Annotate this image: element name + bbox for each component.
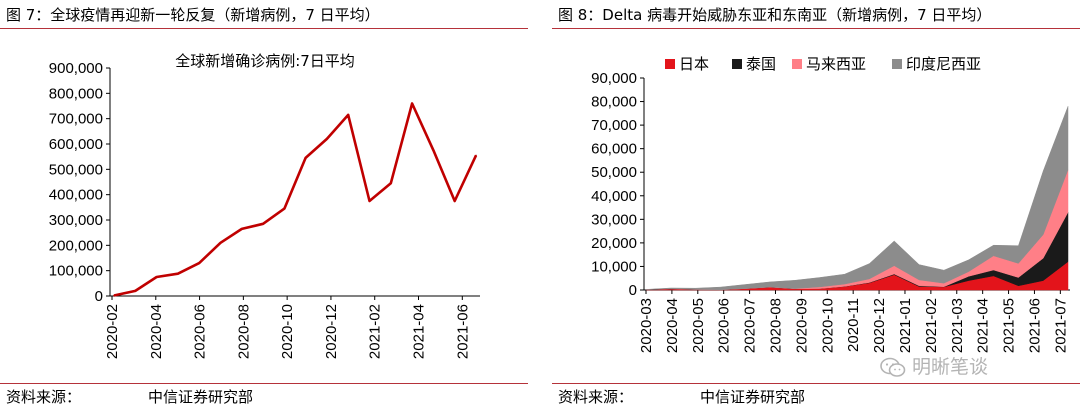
series-line-0 bbox=[113, 102, 478, 297]
x-tick-label: 2020-08 bbox=[767, 298, 784, 353]
y-tick-label: 80,000 bbox=[591, 94, 637, 111]
x-tick-label: 2020-12 bbox=[323, 304, 340, 359]
y-tick-label: 0 bbox=[95, 288, 103, 305]
x-tick-label: 2020-07 bbox=[742, 298, 759, 353]
x-tick-label: 2021-02 bbox=[923, 298, 940, 353]
y-tick-label: 700,000 bbox=[49, 111, 103, 128]
chart-title: 全球新增确诊病例:7日平均 bbox=[175, 52, 355, 70]
x-tick-label: 2020-10 bbox=[279, 304, 296, 359]
figure-7-panel: 图 7：全球疫情再迎新一轮反复（新增病例，7 日平均） 0 100,000 200,… bbox=[0, 0, 528, 412]
data-point bbox=[390, 182, 392, 185]
legend-label: 印度尼西亚 bbox=[906, 55, 981, 73]
legend-swatch bbox=[665, 59, 675, 69]
x-tick-label: 2020-04 bbox=[664, 298, 681, 353]
x-tick-label: 2021-05 bbox=[1001, 298, 1018, 353]
data-point bbox=[262, 223, 264, 225]
figure-title: 图 8：Delta 病毒开始威胁东亚和东南亚（新增病例，7 日平均） bbox=[558, 6, 992, 24]
wechat-icon bbox=[880, 357, 906, 377]
source-label: 资料来源： bbox=[6, 388, 82, 406]
data-point bbox=[113, 294, 115, 297]
title-divider bbox=[552, 28, 1080, 29]
y-tick-label: 100,000 bbox=[49, 263, 103, 280]
y-tick-label: 900,000 bbox=[49, 60, 103, 77]
data-point bbox=[219, 242, 222, 244]
x-tick-label: 2021-01 bbox=[897, 298, 914, 353]
y-tick-label: 400,000 bbox=[49, 187, 103, 204]
data-point bbox=[326, 138, 328, 140]
source-value: 中信证券研究部 bbox=[148, 388, 254, 406]
legend-swatch bbox=[732, 59, 742, 69]
title-divider bbox=[0, 28, 528, 29]
x-tick-label: 2020-06 bbox=[716, 298, 733, 353]
x-tick-label: 2021-04 bbox=[975, 298, 992, 353]
x-tick-label: 2020-06 bbox=[192, 304, 209, 359]
x-tick-label: 2020-05 bbox=[690, 298, 707, 353]
data-point bbox=[432, 149, 435, 152]
legend-swatch bbox=[792, 59, 802, 69]
x-tick-label: 2021-03 bbox=[949, 298, 966, 353]
data-point bbox=[241, 228, 243, 230]
x-tick-label: 2020-11 bbox=[845, 298, 862, 352]
data-point bbox=[368, 200, 371, 202]
y-tick-label: 600,000 bbox=[49, 136, 103, 153]
x-tick-label: 2020-02 bbox=[104, 304, 121, 359]
legend-label: 泰国 bbox=[746, 55, 776, 73]
y-tick-label: 0 bbox=[629, 282, 637, 299]
source-value: 中信证券研究部 bbox=[700, 388, 806, 406]
source-divider bbox=[0, 383, 528, 384]
data-point bbox=[198, 262, 200, 264]
data-point bbox=[304, 157, 307, 159]
y-tick-label: 500,000 bbox=[49, 161, 103, 178]
data-point bbox=[177, 272, 179, 275]
data-point bbox=[453, 200, 456, 202]
data-point bbox=[155, 276, 158, 278]
global-cases-line-chart: 0 100,000 200,000 300,000 400,000 500,000 600,… bbox=[49, 52, 480, 359]
data-point bbox=[347, 114, 350, 116]
legend-label: 日本 bbox=[679, 55, 709, 73]
data-point bbox=[411, 102, 413, 105]
x-tick-label: 2020-03 bbox=[638, 298, 655, 353]
y-tick-label: 70,000 bbox=[591, 117, 637, 134]
x-tick-label: 2020-08 bbox=[235, 304, 252, 359]
figure-title: 图 7：全球疫情再迎新一轮反复（新增病例，7 日平均） bbox=[6, 6, 380, 24]
x-tick-label: 2021-02 bbox=[367, 304, 384, 359]
source-divider bbox=[552, 383, 1080, 384]
data-point bbox=[134, 290, 137, 292]
y-tick-label: 300,000 bbox=[49, 212, 103, 229]
x-tick-label: 2021-06 bbox=[1026, 298, 1043, 353]
legend-label: 马来西亚 bbox=[806, 55, 866, 73]
watermark: 明晰笔谈 bbox=[880, 352, 988, 379]
y-tick-label: 90,000 bbox=[591, 70, 637, 87]
y-tick-label: 20,000 bbox=[591, 235, 637, 252]
data-point bbox=[475, 154, 477, 157]
x-tick-label: 2020-10 bbox=[819, 298, 836, 353]
watermark-text: 明晰笔谈 bbox=[912, 356, 989, 378]
figure-8-panel: 图 8：Delta 病毒开始威胁东亚和东南亚（新增病例，7 日平均） 0 10,0… bbox=[552, 0, 1080, 412]
y-tick-label: 200,000 bbox=[49, 237, 103, 254]
y-tick-label: 40,000 bbox=[591, 188, 637, 205]
y-tick-label: 10,000 bbox=[591, 258, 637, 275]
legend-swatch bbox=[892, 59, 902, 69]
y-tick-label: 30,000 bbox=[591, 211, 637, 228]
y-tick-label: 800,000 bbox=[49, 85, 103, 102]
data-point bbox=[283, 207, 286, 210]
x-tick-label: 2021-06 bbox=[454, 304, 471, 359]
x-tick-label: 2021-07 bbox=[1052, 298, 1069, 353]
x-tick-label: 2020-04 bbox=[148, 304, 165, 359]
area-series-3 bbox=[645, 106, 1069, 290]
asia-stacked-area-chart: 0 10,000 20,000 30,000 40,000 50,000 60,000 70,… bbox=[591, 55, 1070, 353]
x-tick-label: 2021-04 bbox=[411, 304, 428, 359]
source-label: 资料来源： bbox=[558, 388, 634, 406]
y-tick-label: 60,000 bbox=[591, 141, 637, 158]
x-tick-label: 2020-12 bbox=[871, 298, 888, 353]
x-tick-label: 2020-09 bbox=[793, 298, 810, 353]
y-tick-label: 50,000 bbox=[591, 164, 637, 181]
